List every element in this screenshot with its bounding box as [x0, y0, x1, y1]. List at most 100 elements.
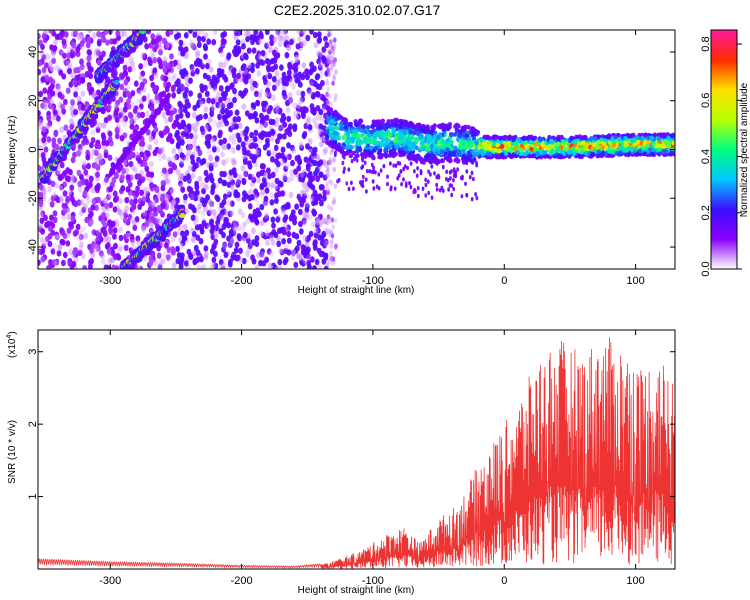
spectrogram-cell — [40, 228, 45, 235]
spectrogram-cell — [198, 114, 203, 121]
spectrogram-cell — [312, 189, 318, 196]
spectrogram-cell — [62, 207, 68, 214]
spectrogram-cell — [45, 122, 51, 129]
spectrogram-cell — [192, 31, 198, 38]
spectrogram-cell — [65, 87, 71, 94]
spectrogram-cell — [218, 228, 224, 235]
spectrogram-cell — [264, 230, 270, 237]
spectrogram-cell — [220, 103, 226, 110]
spectrogram-cell — [79, 40, 85, 47]
spectrogram-cell — [140, 212, 146, 219]
spectrogram-cell — [269, 34, 274, 41]
spectrogram-cell — [305, 185, 310, 192]
spectrogram-cell — [293, 72, 298, 79]
spectrogram-cell — [219, 209, 225, 216]
spectrogram-cell — [318, 213, 323, 221]
spectrogram-cell — [233, 77, 239, 84]
spectrogram-cell — [203, 113, 209, 120]
spectrogram-cell — [333, 245, 338, 251]
spectrogram-cell — [145, 129, 151, 136]
spectrogram-cell — [70, 178, 75, 185]
spectrogram-cell — [58, 69, 64, 76]
spectrogram-cell — [40, 152, 46, 159]
spectrogram-cell — [300, 90, 306, 98]
spectrogram-cell — [294, 77, 300, 84]
spectrogram-cell — [131, 244, 137, 251]
spectrogram-cell — [243, 78, 249, 85]
spectrogram-cell — [236, 233, 242, 240]
spectrogram-cell — [236, 45, 242, 53]
spectrogram-cell — [95, 245, 101, 252]
spectrogram-cell — [46, 114, 52, 122]
spectrogram-cell — [146, 150, 151, 158]
spectrogram-cell — [306, 116, 312, 123]
spectrogram-cell — [162, 128, 168, 136]
spectrogram-cell — [233, 189, 239, 196]
spectrogram-cell — [206, 97, 212, 104]
spectrogram-cell — [318, 184, 324, 191]
spectrogram-cell — [309, 61, 314, 68]
spectrogram-cell — [315, 175, 320, 182]
spectrogram-cell — [222, 144, 228, 151]
spectrogram-cell — [197, 149, 203, 156]
spectrogram-cell — [85, 154, 91, 161]
spectrogram-cell — [106, 104, 112, 111]
spectrogram-cell — [165, 42, 170, 49]
spectrogram-cell — [255, 62, 260, 69]
spectrogram-cell — [235, 181, 241, 188]
spectrogram-cell — [227, 191, 232, 198]
spectrogram-cell — [305, 248, 310, 256]
spectrogram-cell — [187, 144, 193, 151]
spectrogram-cell — [196, 35, 202, 42]
spectrogram-cell — [72, 30, 78, 38]
spectrogram-cell — [152, 86, 158, 93]
spectrogram-cell — [206, 74, 211, 82]
spectrogram-cell — [153, 138, 159, 146]
spectrogram-cell — [167, 132, 173, 139]
spectrogram-cell — [222, 30, 228, 38]
spectrogram-cell — [245, 217, 251, 225]
spectrogram-cell — [218, 96, 224, 104]
spectrogram-cell — [235, 144, 241, 151]
spectrogram-cell — [145, 92, 151, 99]
spectrogram-cell — [168, 167, 174, 174]
spectrogram-cell — [86, 197, 91, 205]
spectrogram-cell — [96, 229, 101, 236]
spectrogram-cell — [264, 42, 269, 49]
spectrogram-cell — [285, 41, 291, 49]
spectrogram-cell — [114, 132, 120, 140]
spectrogram-cell — [230, 179, 236, 186]
spectrogram-cell — [246, 139, 252, 146]
spectrogram-cell — [83, 169, 89, 176]
spectrogram-cell — [206, 209, 212, 217]
spectrogram-cell — [254, 219, 260, 226]
spectrogram-cell — [325, 229, 329, 235]
spectrogram-cell — [183, 193, 188, 201]
spectrogram-cell — [290, 254, 296, 261]
spectrogram-cell — [211, 209, 217, 216]
spectrogram-cell — [241, 195, 247, 203]
spectrogram-cell — [92, 32, 97, 39]
spectrogram-cell — [234, 241, 240, 248]
spectrogram-cell — [249, 131, 255, 139]
spectrogram-cell — [216, 67, 222, 75]
spectrogram-cell — [209, 110, 215, 118]
spectrogram-cell — [59, 126, 65, 133]
spectrogram-cell — [251, 239, 256, 246]
spectrogram-cell — [39, 217, 45, 224]
spectrogram-cell — [245, 250, 250, 257]
spectrogram-cell — [139, 151, 145, 158]
spectrogram-cell — [116, 208, 122, 215]
spectrogram-cell — [195, 249, 201, 256]
spectrogram-cell — [153, 126, 159, 133]
spectrogram-cell — [71, 260, 77, 268]
spectrogram-cell — [49, 214, 54, 221]
spectrogram-cell — [86, 55, 92, 62]
spectrogram-cell — [65, 60, 71, 67]
spectrogram-cell — [247, 243, 253, 250]
spectrogram-cell — [140, 70, 146, 77]
spectrogram-cell — [112, 190, 118, 197]
spectrogram-cell — [180, 230, 185, 237]
spectrogram-cell — [256, 177, 261, 184]
